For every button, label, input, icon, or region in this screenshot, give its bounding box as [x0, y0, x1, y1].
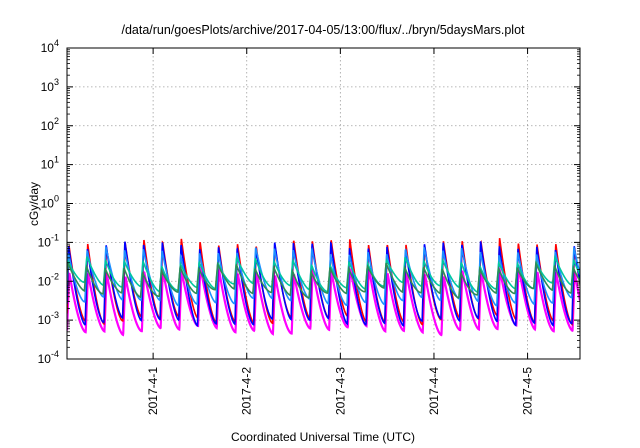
ticks	[67, 47, 580, 360]
x-axis-label: Coordinated Universal Time (UTC)	[231, 430, 415, 444]
chart-title: /data/run/goesPlots/archive/2017-04-05/1…	[121, 23, 525, 37]
y-tick-label: 103	[41, 77, 59, 94]
y-axis-label: cGy/day	[27, 182, 41, 226]
y-tick-label: 10-3	[38, 310, 59, 327]
series-layer	[67, 238, 580, 337]
x-tick-label: 2017-4-5	[521, 367, 535, 415]
y-tick-label: 10-2	[38, 271, 59, 288]
x-tick-label: 2017-4-2	[240, 367, 254, 415]
y-tick-label: 104	[41, 38, 59, 55]
x-tick-label: 2017-4-1	[146, 367, 160, 415]
series-line	[67, 254, 580, 293]
grid	[67, 48, 580, 359]
series-line	[67, 265, 580, 337]
x-tick-label: 2017-4-3	[333, 367, 347, 415]
y-tick-label: 10-4	[38, 349, 59, 366]
series-line	[67, 260, 580, 299]
y-tick-label: 102	[41, 116, 59, 133]
series-line	[67, 241, 580, 327]
y-tick-label: 100	[41, 194, 59, 211]
x-tick-labels: 2017-4-1 2017-4-2 2017-4-3 2017-4-4 2017-4-5	[146, 367, 534, 415]
series-line	[67, 246, 580, 308]
x-tick-label: 2017-4-4	[427, 367, 441, 415]
y-tick-label: 10-1	[38, 232, 59, 249]
y-tick-label: 101	[41, 155, 59, 172]
y-tick-labels: 10-4 10-3 10-2 10-1 100 101 102 103 104	[38, 38, 59, 366]
